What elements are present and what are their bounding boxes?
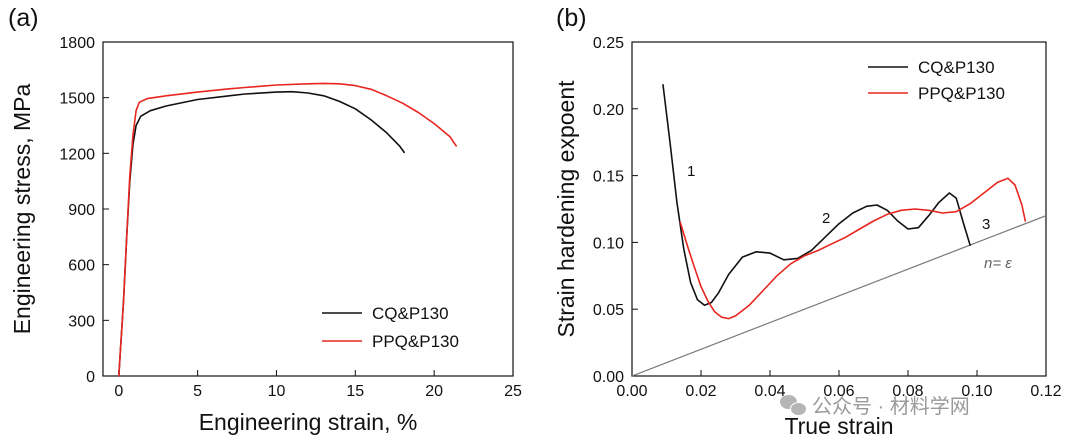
panel-b-ytick-label-3: 0.15: [593, 169, 624, 186]
panel-b-chart: 0.00 0.02 0.04 0.06 0.08 0.10 0.12 0.00 0.05 0.10…: [553, 35, 1062, 439]
wechat-icon: [780, 394, 807, 416]
panel-a-ylabel: Engineering stress, MPa: [9, 84, 35, 335]
panel-b-ytick-label-4: 0.20: [593, 102, 624, 119]
panel-b-legend: CQ&P130 PPQ&P130: [868, 58, 1005, 103]
panel-b-ytick-label-0: 0.00: [593, 369, 624, 386]
panel-b-series-ppq-p130: [679, 177, 1027, 320]
panel-b-label: (b): [556, 4, 587, 32]
panel-a-xlabel: Engineering strain, %: [199, 409, 418, 435]
panel-a-xtick-label-4: 20: [425, 383, 443, 400]
panel-b-xtick-label-5: 0.10: [961, 383, 992, 400]
panel-a-ytick-label-5: 1500: [59, 91, 95, 108]
reference-line-label: n= ε: [984, 255, 1012, 272]
panel-a-ticks: 0 5 10 15 20 25 0 300 600 900 1200 1500 1800: [59, 35, 522, 400]
panel-b-xlabel: True strain: [784, 413, 893, 439]
panel-b-ticks: 0.00 0.02 0.04 0.06 0.08 0.10 0.12 0.00 0.05 0.10…: [593, 35, 1062, 400]
panel-a-ytick-label-3: 900: [68, 202, 95, 219]
annotation-2: 2: [822, 210, 830, 227]
panel-a-xtick-label-2: 10: [268, 383, 286, 400]
panel-b-ytick-label-5: 0.25: [593, 35, 624, 52]
panel-a-label: (a): [8, 4, 39, 32]
legend-a-ppq-label: PPQ&P130: [372, 332, 459, 351]
panel-b-ytick-label-1: 0.05: [593, 302, 624, 319]
panel-a-xtick-label-5: 25: [504, 383, 522, 400]
panel-a-frame: [102, 41, 514, 377]
panel-a-xtick-label-1: 5: [193, 383, 202, 400]
legend-b-ppq-label: PPQ&P130: [918, 84, 1005, 103]
annotation-3: 3: [982, 216, 990, 233]
panel-a-ytick-label-1: 300: [68, 313, 95, 330]
panel-b-xtick-label-2: 0.04: [754, 383, 785, 400]
legend-a-cq-label: CQ&P130: [372, 304, 449, 323]
panel-a-xtick-label-3: 15: [346, 383, 364, 400]
watermark: 公众号 · 材料学网: [780, 390, 970, 419]
panel-a-ytick-label-6: 1800: [59, 35, 95, 52]
panel-b-xtick-label-3: 0.06: [823, 383, 854, 400]
panel-a-chart: 0 5 10 15 20 25 0 300 600 900 1200 1500 1800 Enginee…: [9, 35, 522, 435]
panel-a-ytick-label-4: 1200: [59, 146, 95, 163]
panel-a-legend: CQ&P130 PPQ&P130: [322, 304, 459, 351]
panel-a-series: [118, 82, 458, 377]
panel-a-series-cq-p130: [118, 90, 406, 377]
legend-b-cq-label: CQ&P130: [918, 58, 995, 77]
panel-a-ytick-label-2: 600: [68, 258, 95, 275]
panel-b-xtick-label-6: 0.12: [1030, 383, 1061, 400]
annotation-1: 1: [687, 163, 695, 180]
panel-b-series-cq-p130: [662, 84, 971, 307]
panel-b-xtick-label-1: 0.02: [685, 383, 716, 400]
panel-b-xtick-label-4: 0.08: [892, 383, 923, 400]
watermark-text: 公众号 · 材料学网: [812, 396, 970, 418]
panel-b-xtick-label-0: 0.00: [616, 383, 647, 400]
panel-a-series-ppq-p130: [118, 82, 458, 377]
reference-line: [631, 215, 1047, 377]
panel-b-ytick-label-2: 0.10: [593, 235, 624, 252]
panel-b-series: [631, 84, 1047, 377]
panel-a-ytick-label-0: 0: [86, 369, 95, 386]
panel-a-xtick-label-0: 0: [114, 383, 123, 400]
panel-b-ylabel: Strain hardening expoent: [553, 80, 579, 338]
